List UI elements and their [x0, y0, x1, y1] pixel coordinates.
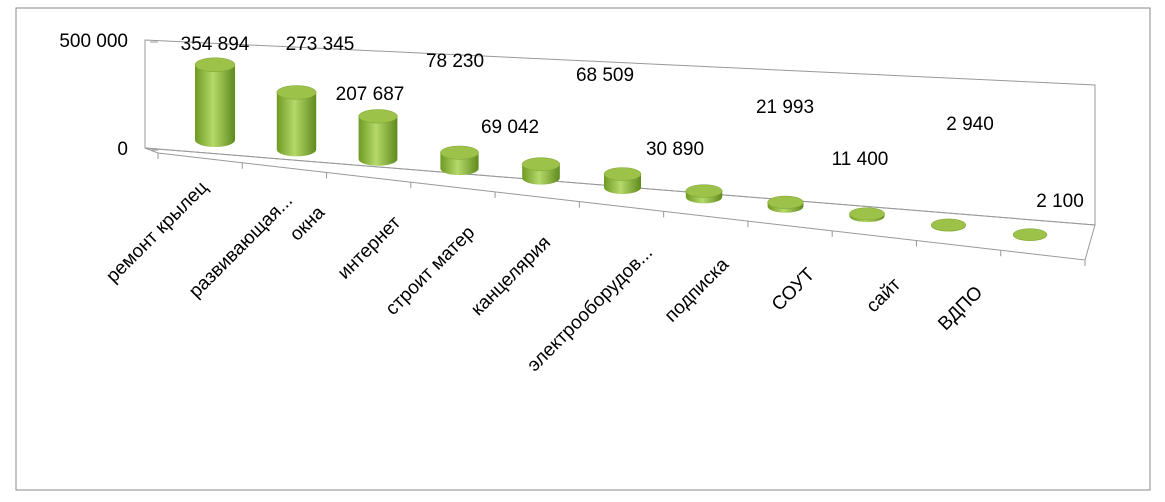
value-label: 69 042 — [481, 117, 539, 138]
cylinder-top — [849, 207, 885, 221]
cylinder-top — [276, 85, 317, 100]
value-label: 273 345 — [286, 34, 355, 55]
cylinder-top — [767, 195, 804, 209]
cylinder-top — [194, 57, 236, 73]
value-label: 11 400 — [832, 149, 889, 170]
cylinder-top — [1012, 228, 1048, 241]
value-label: 2 100 — [1036, 191, 1084, 212]
cylinder — [358, 116, 398, 166]
value-label: 354 894 — [181, 34, 250, 55]
cylinder — [195, 64, 235, 147]
cylinder-top — [930, 218, 967, 232]
cylinder — [276, 92, 317, 157]
cylinder-top — [521, 157, 561, 172]
value-label: 68 509 — [576, 65, 634, 86]
y-tick-label: 500 000 — [59, 31, 128, 52]
value-label: 78 230 — [426, 51, 484, 72]
cylinder-top — [358, 109, 398, 124]
value-label: 2 940 — [946, 114, 994, 135]
cylinder-top — [440, 145, 479, 160]
y-tick-label: 0 — [117, 139, 128, 160]
cylinder-top — [603, 167, 642, 181]
value-label: 207 687 — [336, 84, 405, 105]
value-label: 21 993 — [756, 97, 814, 118]
value-label: 30 890 — [646, 139, 704, 160]
cylinder-top — [685, 184, 723, 198]
